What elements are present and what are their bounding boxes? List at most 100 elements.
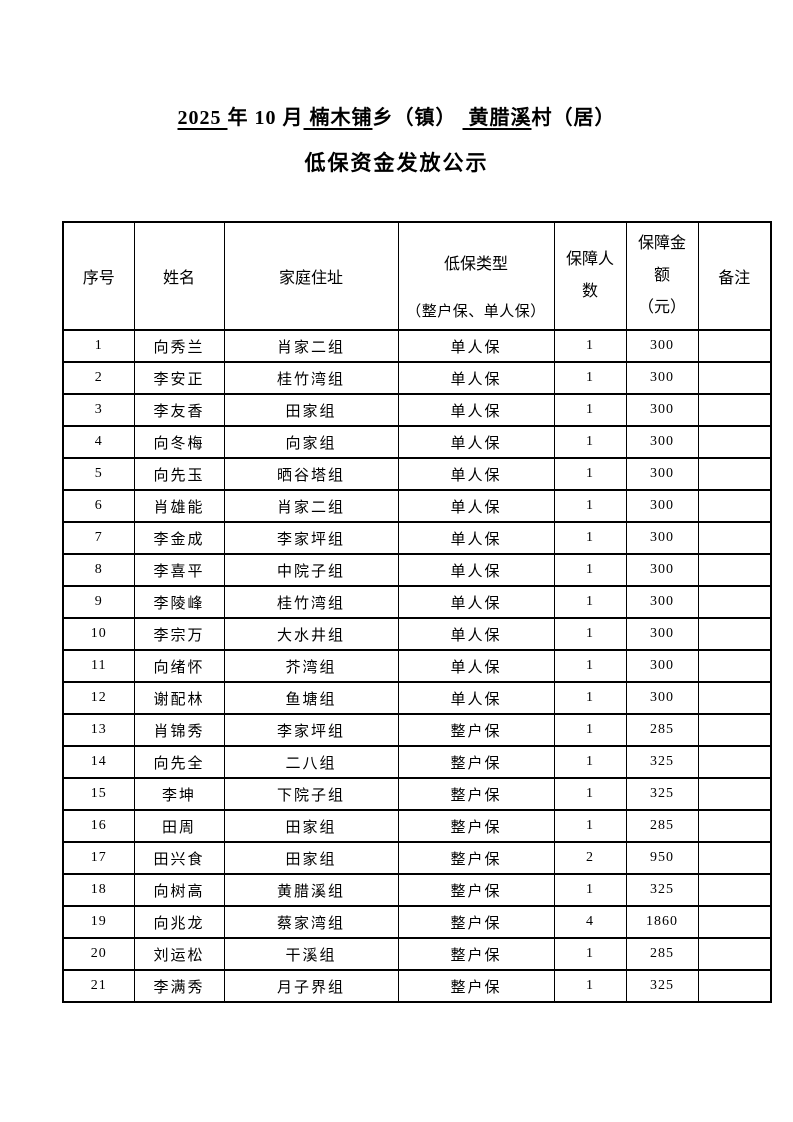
- cell-index: 13: [62, 713, 135, 747]
- cell-amount: 300: [625, 457, 699, 491]
- cell-index: 19: [62, 905, 135, 939]
- cell-name: 李陵峰: [133, 585, 225, 619]
- title-segment: 村（居）: [531, 107, 616, 129]
- cell-index: 18: [62, 873, 135, 907]
- cell-note: [697, 873, 772, 907]
- cell-index: 11: [62, 649, 135, 683]
- cell-address: 肖家二组: [223, 489, 399, 523]
- cell-address: 中院子组: [223, 553, 399, 587]
- cell-note: [697, 905, 772, 939]
- cell-note: [697, 649, 772, 683]
- cell-name: 向冬梅: [133, 425, 225, 459]
- cell-index: 5: [62, 457, 135, 491]
- cell-index: 16: [62, 809, 135, 843]
- cell-type: 整户保: [397, 969, 555, 1003]
- cell-people: 1: [553, 809, 627, 843]
- cell-address: 二八组: [223, 745, 399, 779]
- cell-type: 单人保: [397, 521, 555, 555]
- cell-index: 21: [62, 969, 135, 1003]
- cell-index: 6: [62, 489, 135, 523]
- cell-note: [697, 585, 772, 619]
- cell-amount: 285: [625, 937, 699, 971]
- cell-name: 刘运松: [133, 937, 225, 971]
- header-type: 低保类型 （整户保、单人保）: [397, 221, 555, 331]
- cell-people: 4: [553, 905, 627, 939]
- cell-name: 田兴食: [133, 841, 225, 875]
- cell-people: 1: [553, 361, 627, 395]
- cell-name: 向兆龙: [133, 905, 225, 939]
- header-amount: 保障金额 （元）: [625, 221, 699, 331]
- cell-type: 单人保: [397, 617, 555, 651]
- header-type-sublabel: （整户保、单人保）: [406, 304, 546, 320]
- title-segment: 2025: [177, 107, 228, 129]
- cell-note: [697, 329, 772, 363]
- cell-amount: 300: [625, 489, 699, 523]
- table-row: 12 谢配林 鱼塘组 单人保 1 300: [62, 681, 772, 715]
- header-note: 备注: [697, 221, 772, 331]
- table-row: 5 向先玉 晒谷塔组 单人保 1 300: [62, 457, 772, 491]
- benefit-table: 序号 姓名 家庭住址 低保类型 （整户保、单人保） 保障人数 保障金额 （元）: [62, 221, 772, 1003]
- cell-address: 桂竹湾组: [223, 585, 399, 619]
- cell-type: 单人保: [397, 425, 555, 459]
- cell-amount: 300: [625, 553, 699, 587]
- table-body: 1 向秀兰 肖家二组 单人保 1 300 2 李安正 桂竹湾组 单人保 1 30…: [62, 329, 772, 1003]
- cell-index: 14: [62, 745, 135, 779]
- cell-note: [697, 425, 772, 459]
- cell-name: 李友香: [133, 393, 225, 427]
- cell-note: [697, 361, 772, 395]
- cell-name: 向秀兰: [133, 329, 225, 363]
- cell-amount: 325: [625, 777, 699, 811]
- cell-type: 整户保: [397, 713, 555, 747]
- table-header: 序号 姓名 家庭住址 低保类型 （整户保、单人保） 保障人数 保障金额 （元）: [62, 221, 772, 331]
- cell-amount: 1860: [625, 905, 699, 939]
- table-row: 6 肖雄能 肖家二组 单人保 1 300: [62, 489, 772, 523]
- cell-note: [697, 553, 772, 587]
- cell-people: 1: [553, 937, 627, 971]
- table-row: 7 李金成 李家坪组 单人保 1 300: [62, 521, 772, 555]
- header-amount-sublabel: （元）: [637, 299, 686, 316]
- table-row: 16 田周 田家组 整户保 1 285: [62, 809, 772, 843]
- cell-address: 干溪组: [223, 937, 399, 971]
- cell-amount: 300: [625, 681, 699, 715]
- cell-type: 整户保: [397, 841, 555, 875]
- table-row: 21 李满秀 月子界组 整户保 1 325: [62, 969, 772, 1003]
- table-row: 13 肖锦秀 李家坪组 整户保 1 285: [62, 713, 772, 747]
- cell-index: 1: [62, 329, 135, 363]
- cell-address: 李家坪组: [223, 713, 399, 747]
- table-row: 10 李宗万 大水井组 单人保 1 300: [62, 617, 772, 651]
- cell-name: 肖雄能: [133, 489, 225, 523]
- cell-amount: 325: [625, 745, 699, 779]
- table-row: 2 李安正 桂竹湾组 单人保 1 300: [62, 361, 772, 395]
- cell-type: 单人保: [397, 329, 555, 363]
- cell-amount: 285: [625, 809, 699, 843]
- cell-name: 向先玉: [133, 457, 225, 491]
- cell-name: 李金成: [133, 521, 225, 555]
- title-segment: 楠木铺: [303, 107, 373, 129]
- cell-note: [697, 841, 772, 875]
- cell-people: 1: [553, 457, 627, 491]
- header-people-label: 保障人数: [566, 251, 615, 300]
- cell-name: 向树高: [133, 873, 225, 907]
- table-row: 11 向绪怀 芥湾组 单人保 1 300: [62, 649, 772, 683]
- cell-index: 8: [62, 553, 135, 587]
- cell-amount: 285: [625, 713, 699, 747]
- cell-note: [697, 809, 772, 843]
- cell-name: 李坤: [133, 777, 225, 811]
- cell-people: 1: [553, 713, 627, 747]
- title-segment: 年 10 月: [227, 107, 304, 129]
- cell-address: 向家组: [223, 425, 399, 459]
- cell-type: 整户保: [397, 937, 555, 971]
- cell-note: [697, 937, 772, 971]
- cell-name: 李安正: [133, 361, 225, 395]
- cell-people: 2: [553, 841, 627, 875]
- cell-people: 1: [553, 489, 627, 523]
- cell-note: [697, 745, 772, 779]
- cell-type: 整户保: [397, 777, 555, 811]
- table-row: 4 向冬梅 向家组 单人保 1 300: [62, 425, 772, 459]
- cell-amount: 300: [625, 361, 699, 395]
- cell-amount: 300: [625, 585, 699, 619]
- cell-type: 单人保: [397, 393, 555, 427]
- cell-people: 1: [553, 873, 627, 907]
- table-row: 3 李友香 田家组 单人保 1 300: [62, 393, 772, 427]
- cell-name: 向先全: [133, 745, 225, 779]
